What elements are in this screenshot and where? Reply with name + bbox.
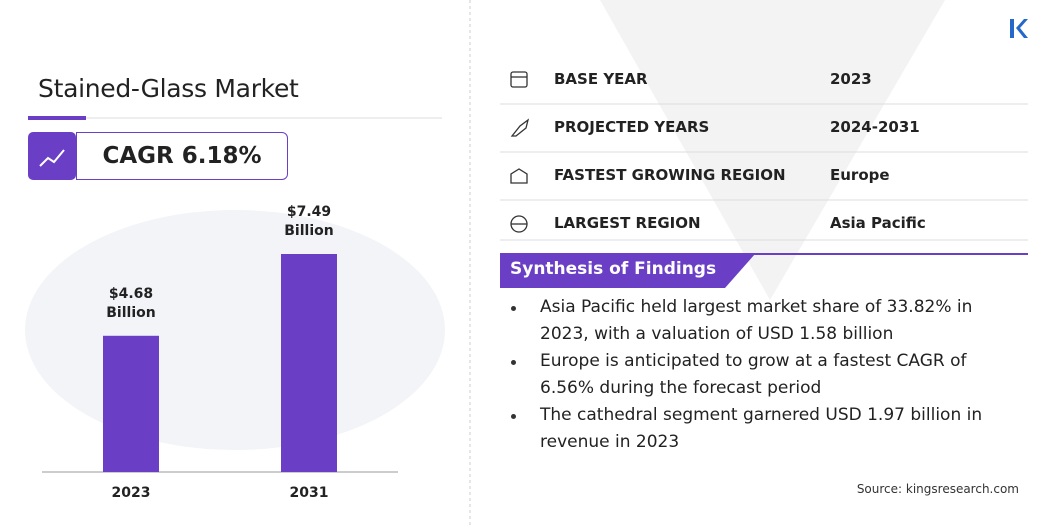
row-label: LARGEST REGION (554, 214, 701, 232)
value-label: $7.49 Billion (284, 204, 333, 239)
title: Stained-Glass Market (38, 74, 299, 103)
row-value: 2023 (830, 70, 872, 88)
finding: Asia Pacific held largest market share o… (508, 294, 1018, 348)
row-icons (510, 71, 530, 233)
findings-list: Asia Pacific held largest market share o… (508, 294, 1018, 456)
bar (281, 254, 337, 472)
finding: Europe is anticipated to grow at a faste… (508, 348, 1018, 402)
x-tick-label: 2031 (290, 485, 329, 501)
k-logo (1010, 19, 1028, 38)
x-tick-label: 2023 (112, 485, 151, 501)
findings-title: Synthesis of Findings (510, 259, 717, 279)
value-label: $4.68 Billion (106, 286, 155, 321)
finding: The cathedral segment garnered USD 1.97 … (508, 402, 1018, 456)
background-shape (600, 0, 945, 300)
row-label: PROJECTED YEARS (554, 118, 710, 136)
title-accent (28, 116, 86, 120)
findings-banner (500, 254, 755, 288)
row-value: 2024-2031 (830, 118, 920, 136)
source: Source: kingsresearch.com (856, 482, 1019, 496)
cagr-icon-box (28, 132, 76, 180)
cagr-icon (39, 149, 65, 167)
row-label: BASE YEAR (554, 70, 648, 88)
row-value: Asia Pacific (830, 214, 926, 232)
table-rules (500, 103, 1028, 241)
cagr: CAGR 6.18% (76, 132, 288, 180)
row-label: FASTEST GROWING REGION (554, 166, 786, 184)
globe-backdrop (25, 210, 445, 450)
bar (103, 335, 159, 472)
row-value: Europe (830, 166, 890, 184)
